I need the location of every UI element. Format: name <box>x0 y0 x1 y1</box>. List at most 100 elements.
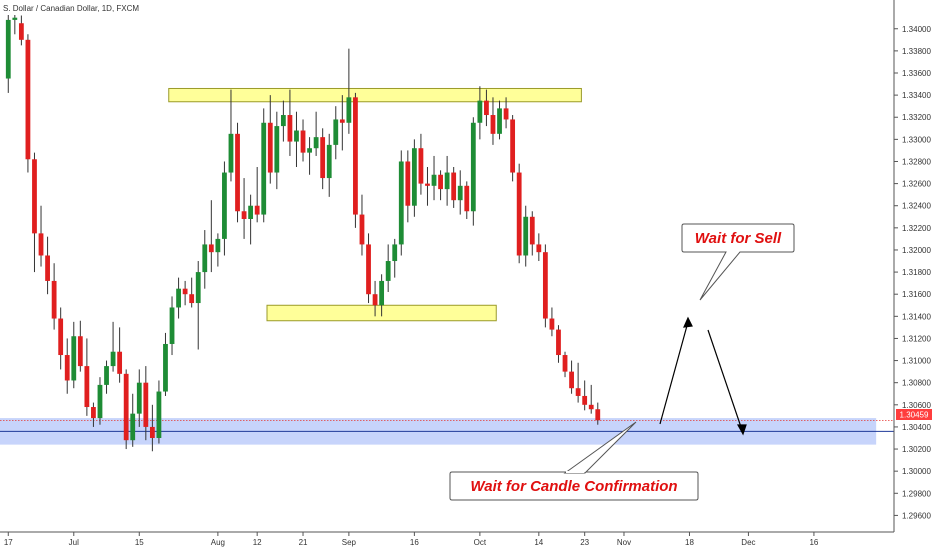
candle <box>235 122 240 223</box>
candle-body-down <box>464 185 470 212</box>
candle-body-down <box>516 172 522 256</box>
annotations-layer: Wait for Sell Wait for Candle Confirmati… <box>449 223 795 501</box>
candle <box>346 48 352 134</box>
candle-body-up <box>97 384 103 419</box>
candle-body-up <box>523 216 529 256</box>
candle <box>379 274 385 317</box>
x-tick-label: Dec <box>741 538 755 547</box>
candle-body-up <box>110 351 116 367</box>
candle <box>313 111 319 156</box>
candle <box>189 277 195 308</box>
y-tick-label: 1.32600 <box>902 180 931 189</box>
candle-body-up <box>248 205 254 219</box>
x-axis-panel <box>0 532 932 550</box>
candle-body-up <box>261 122 267 215</box>
candle-body-down <box>91 407 96 419</box>
candle-body-down <box>372 294 378 306</box>
candle <box>117 327 123 383</box>
candle-body-down <box>575 388 581 396</box>
y-tick-label: 1.34000 <box>902 25 931 34</box>
candle <box>97 377 103 425</box>
candle-body-down <box>405 161 411 206</box>
y-tick-label: 1.30200 <box>902 445 931 454</box>
candle-body-up <box>222 172 227 239</box>
candle-body-down <box>51 280 57 319</box>
candle <box>254 167 260 223</box>
candle <box>222 161 227 256</box>
candle-body-down <box>241 211 247 219</box>
candle-body-up <box>130 413 136 441</box>
y-tick-label: 1.30400 <box>902 423 931 432</box>
candle <box>18 15 24 46</box>
arrow-up-head <box>683 316 693 328</box>
candle-body-down <box>556 329 561 356</box>
candle <box>267 95 273 184</box>
candle-body-up <box>431 174 437 186</box>
y-tick-label: 1.30000 <box>902 467 931 476</box>
candle-body-down <box>32 159 37 234</box>
candle <box>556 325 561 363</box>
candle-body-up <box>215 238 221 253</box>
arrow-down-head <box>736 424 747 436</box>
confirm-callout-box <box>449 471 699 501</box>
candle <box>490 97 496 145</box>
candle <box>71 321 77 389</box>
candle <box>5 8 11 93</box>
confirm-label: Wait for Candle Confirmation <box>470 478 677 495</box>
candle <box>280 100 286 142</box>
candle-body-up <box>156 391 162 438</box>
candle-body-down <box>189 294 195 304</box>
candle-body-down <box>267 122 273 173</box>
candle-body-up <box>346 97 352 123</box>
candle-body-up <box>228 133 234 173</box>
candle-body-down <box>58 318 64 356</box>
candle-body-down <box>529 216 535 245</box>
candle-body-down <box>123 373 129 441</box>
candle <box>588 384 594 414</box>
candle <box>261 108 267 223</box>
candle <box>123 369 129 450</box>
candle-body-up <box>104 366 109 385</box>
y-ticks: 1.34000 1.33800 1.33600 1.33400 1.33200 1.330… <box>894 25 931 520</box>
y-tick-label: 1.33600 <box>902 69 931 78</box>
candle <box>300 119 306 162</box>
candle <box>333 106 339 160</box>
title-bg <box>0 1 150 15</box>
candle <box>431 155 437 201</box>
candle <box>353 92 358 228</box>
candle-body-down <box>562 355 568 372</box>
candle-body-up <box>136 382 142 414</box>
chart-title: S. Dollar / Canadian Dollar, 1D, FXCM <box>3 4 139 13</box>
y-tick-label: 1.31800 <box>902 268 931 277</box>
candle-body-down <box>425 183 430 186</box>
candle-body-down <box>320 137 326 179</box>
candle <box>45 236 50 295</box>
candle-body-down <box>569 371 574 389</box>
confirm-callout: Wait for Candle Confirmation <box>449 421 699 501</box>
x-tick-label: 18 <box>685 538 694 547</box>
candle <box>307 137 312 175</box>
y-tick-label: 1.30800 <box>902 379 931 388</box>
candles-layer <box>5 4 601 452</box>
candle-body-up <box>163 343 168 392</box>
candle-body-up <box>280 115 286 127</box>
candle-body-down <box>208 244 214 253</box>
candle <box>411 139 417 217</box>
sell-callout-box <box>681 223 795 301</box>
candle <box>542 244 548 328</box>
candle-body-down <box>149 426 155 438</box>
x-tick-label: 21 <box>299 538 308 547</box>
candle-body-up <box>392 244 398 262</box>
candle-body-down <box>117 351 123 374</box>
candle-body-down <box>25 39 31 160</box>
candle <box>91 402 96 427</box>
candle-body-down <box>582 395 588 405</box>
candle <box>339 95 345 151</box>
x-tick-label: Jul <box>69 538 79 547</box>
candle <box>84 338 90 416</box>
candle <box>457 170 463 215</box>
candle <box>294 111 299 168</box>
candle-body-up <box>294 130 299 142</box>
candle-body-down <box>503 108 509 120</box>
